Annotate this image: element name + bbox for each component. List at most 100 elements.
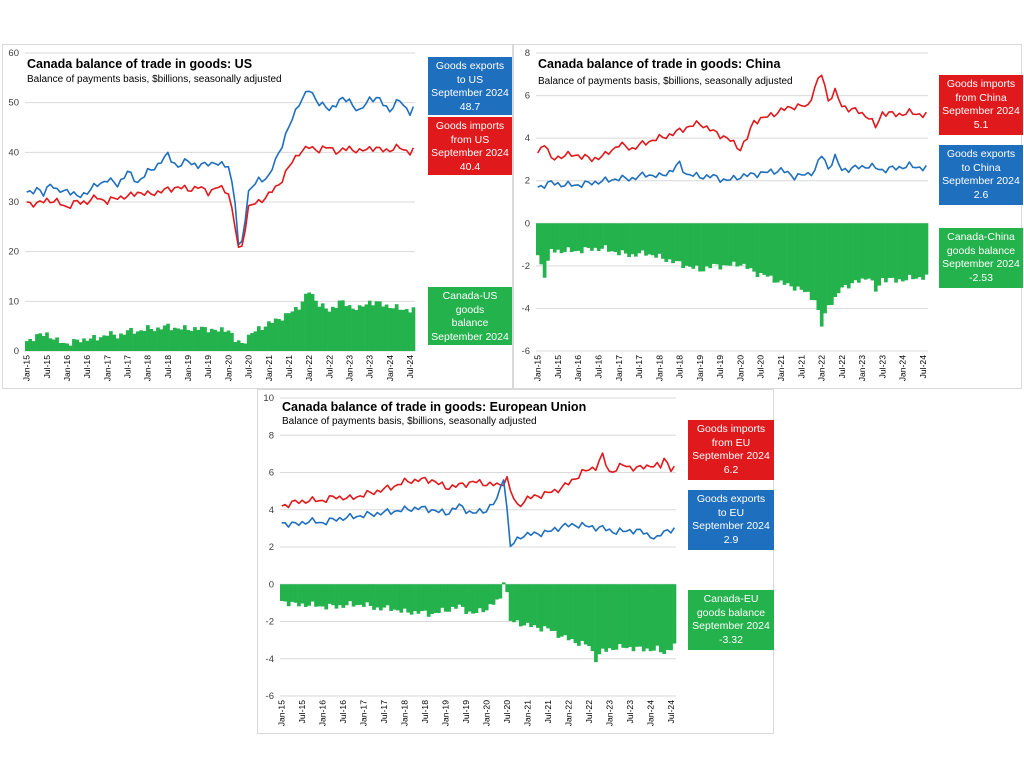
- balance-bar: [650, 223, 655, 256]
- balance-bar: [35, 334, 39, 351]
- callout-line: goods balance: [696, 606, 766, 619]
- balance-bar: [297, 584, 301, 607]
- callout-value: 2.6: [973, 188, 989, 201]
- balance-bar: [135, 331, 140, 351]
- balance-bar: [388, 308, 392, 351]
- balance-bar: [399, 584, 404, 613]
- balance-bar: [351, 308, 355, 351]
- y-tick-label: 8: [525, 48, 530, 59]
- balance-bar: [600, 223, 604, 249]
- balance-bar: [331, 584, 335, 606]
- x-tick-label: Jul-18: [420, 700, 430, 724]
- balance-bar: [661, 223, 665, 259]
- balance-bar: [802, 223, 807, 293]
- callout-line: Goods imports: [696, 423, 766, 435]
- balance-bar: [327, 311, 332, 351]
- balance-bar: [789, 223, 794, 287]
- balance-bar: [711, 223, 716, 264]
- x-tick-label: Jul-17: [379, 700, 389, 724]
- balance-bar: [55, 337, 59, 351]
- y-tick-label: 2: [269, 542, 274, 553]
- balance-bar: [474, 584, 479, 614]
- balance-bar: [283, 584, 288, 602]
- balance-bar: [196, 329, 201, 351]
- balance-bar: [900, 223, 905, 282]
- balance-bar: [310, 294, 315, 351]
- balance-bar: [166, 323, 170, 351]
- balance-bar: [684, 223, 689, 266]
- chart-subtitle: Balance of payments basis, $billions, se…: [27, 74, 282, 85]
- balance-bar: [409, 584, 414, 615]
- balance-bar: [230, 332, 234, 351]
- balance-bar: [270, 322, 275, 351]
- balance-bar: [614, 584, 619, 650]
- series-line: [537, 74, 927, 163]
- balance-bar: [384, 304, 389, 351]
- balance-bar: [347, 305, 352, 351]
- balance-bar: [569, 223, 574, 253]
- balance-bar: [772, 223, 777, 283]
- chart-subtitle: Balance of payments basis, $billions, se…: [538, 76, 793, 87]
- y-tick-label: 0: [525, 218, 530, 229]
- balance-bar: [146, 325, 150, 351]
- balance-bar: [246, 334, 251, 351]
- balance-bar: [850, 223, 854, 284]
- balance-bar: [631, 584, 636, 652]
- callout-line: balance: [451, 317, 489, 329]
- x-tick-label: Jan-20: [223, 355, 233, 381]
- balance-bar: [203, 327, 207, 351]
- x-tick-label: Jul-15: [297, 700, 307, 724]
- balance-bar: [863, 223, 868, 280]
- balance-bar: [590, 584, 595, 652]
- balance-bar: [566, 584, 571, 641]
- balance-bar: [152, 331, 157, 351]
- balance-bar: [408, 312, 412, 351]
- balance-bar: [330, 306, 335, 351]
- x-tick-label: Jan-22: [563, 700, 573, 726]
- balance-bar: [742, 223, 746, 264]
- balance-bar: [536, 584, 540, 628]
- balance-bar: [139, 330, 143, 351]
- x-tick-label: Jan-22: [304, 355, 314, 381]
- balance-bar: [256, 326, 261, 351]
- x-tick-label: Jan-17: [614, 355, 624, 381]
- x-tick-label: Jan-23: [857, 355, 867, 381]
- balance-bar: [411, 307, 416, 351]
- balance-bar: [672, 584, 677, 644]
- balance-bar: [830, 223, 834, 305]
- balance-bar: [505, 584, 510, 593]
- balance-bar: [570, 584, 574, 640]
- callout-line: from US: [450, 133, 490, 146]
- balance-bar: [779, 223, 783, 281]
- callout-china-imports: Goods imports from China September 2024 …: [939, 75, 1023, 135]
- balance-bar: [209, 328, 214, 351]
- x-tick-label: Jul-24: [918, 355, 928, 379]
- chart-panel-us: Canada balance of trade in goods: US Bal…: [2, 44, 513, 389]
- balance-bar: [172, 327, 177, 351]
- balance-bar: [563, 223, 567, 252]
- balance-bar: [290, 311, 295, 351]
- x-tick-label: Jul-19: [203, 355, 213, 379]
- balance-bar: [488, 584, 492, 605]
- balance-bar: [119, 333, 123, 351]
- balance-bar: [664, 223, 669, 262]
- balance-bar: [82, 338, 86, 351]
- balance-bar: [857, 223, 861, 283]
- balance-bar: [375, 584, 380, 608]
- balance-bar: [652, 584, 656, 651]
- callout-line: Goods exports: [435, 60, 505, 72]
- balance-bar: [522, 584, 527, 626]
- balance-bar: [368, 584, 373, 606]
- balance-bar: [401, 309, 406, 351]
- balance-bar: [277, 319, 281, 351]
- y-tick-label: 8: [269, 430, 274, 441]
- balance-bar: [61, 342, 66, 351]
- balance-bar: [792, 223, 797, 291]
- balance-bar: [159, 329, 164, 351]
- callout-line: goods balance: [946, 244, 1016, 257]
- balance-bar: [338, 584, 342, 606]
- balance-bar: [704, 223, 709, 267]
- balance-bar: [665, 584, 670, 650]
- balance-bar: [654, 223, 658, 258]
- balance-bar: [186, 330, 191, 351]
